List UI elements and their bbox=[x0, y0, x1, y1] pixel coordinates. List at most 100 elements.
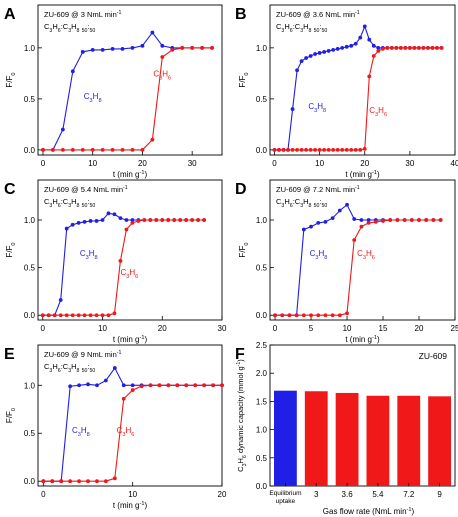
data-point-c3h6 bbox=[80, 147, 85, 152]
x-tick-label: 3.6 bbox=[342, 490, 354, 499]
data-point-c3h6 bbox=[381, 219, 385, 223]
y-tick-label: 0.0 bbox=[256, 146, 268, 155]
series-line-c3h6 bbox=[42, 219, 205, 316]
series-label-c3h6: C3H6 bbox=[120, 268, 138, 280]
x-tick-label: 30 bbox=[218, 324, 227, 333]
feed-composition-label: C3H6:C3H8 50:50 bbox=[276, 22, 327, 34]
panel-letter: F bbox=[235, 346, 245, 363]
data-point-c3h6 bbox=[395, 218, 400, 222]
chart-title: ZU-609 bbox=[419, 351, 448, 361]
data-point-c3h6 bbox=[417, 45, 421, 50]
data-point-c3h6 bbox=[376, 49, 381, 53]
series-label-c3h8: C3H8 bbox=[80, 249, 98, 261]
data-point-c3h6 bbox=[385, 45, 390, 50]
series-label-c3h6: C3H6 bbox=[369, 106, 387, 118]
data-point-c3h8 bbox=[308, 54, 313, 58]
data-point-c3h6 bbox=[175, 383, 180, 388]
data-point-c3h8 bbox=[150, 30, 155, 35]
x-axis-label: t (min g-1) bbox=[345, 170, 380, 179]
data-point-c3h6 bbox=[287, 313, 292, 318]
data-point-c3h6 bbox=[330, 313, 335, 318]
data-point-c3h6 bbox=[140, 147, 145, 152]
data-point-c3h8 bbox=[344, 44, 349, 49]
series-label-c3h8: C3H8 bbox=[310, 249, 328, 261]
data-point-c3h6 bbox=[103, 479, 108, 484]
data-point-c3h6 bbox=[170, 47, 175, 52]
x-tick-label: 0 bbox=[273, 324, 278, 333]
series-line-c3h8 bbox=[274, 24, 442, 151]
data-point-c3h8 bbox=[124, 218, 129, 222]
data-point-c3h6 bbox=[273, 313, 277, 318]
data-point-c3h8 bbox=[299, 59, 304, 64]
data-point-c3h8 bbox=[77, 383, 81, 388]
data-point-c3h6 bbox=[160, 218, 165, 222]
chart-title: ZU-609 @ 9 NmL min-1 bbox=[44, 350, 122, 359]
data-point-c3h6 bbox=[362, 146, 367, 151]
data-point-c3h6 bbox=[193, 383, 198, 388]
data-point-c3h6 bbox=[41, 147, 45, 152]
data-point-c3h8 bbox=[112, 212, 117, 217]
data-point-c3h6 bbox=[130, 220, 135, 225]
data-point-c3h6 bbox=[340, 147, 345, 152]
y-tick-label: 2.5 bbox=[256, 341, 268, 350]
x-tick-label: 30 bbox=[405, 159, 414, 168]
data-point-c3h6 bbox=[358, 147, 363, 152]
y-tick-label: 0.5 bbox=[24, 95, 36, 104]
x-tick-label: 15 bbox=[379, 324, 388, 333]
x-tick-label: 10 bbox=[98, 324, 107, 333]
data-point-c3h8 bbox=[103, 378, 108, 383]
x-tick-label: 20 bbox=[158, 324, 167, 333]
data-point-c3h8 bbox=[290, 107, 295, 111]
panel-letter: C bbox=[4, 181, 16, 198]
data-point-c3h8 bbox=[367, 37, 372, 42]
data-point-c3h6 bbox=[130, 147, 135, 152]
data-point-c3h6 bbox=[100, 147, 105, 152]
data-point-c3h8 bbox=[110, 46, 115, 51]
data-point-c3h8 bbox=[121, 383, 126, 388]
series-line-c3h8 bbox=[43, 31, 213, 151]
data-point-c3h6 bbox=[59, 479, 64, 484]
data-point-c3h6 bbox=[367, 74, 372, 79]
x-tick-label: 10 bbox=[88, 159, 97, 168]
x-tick-label: uptake bbox=[276, 498, 296, 505]
panel-c: C 0.0 0.5 1.0 0 10 20 30 t (min g-1) F/F0 ZU-609 @… bbox=[4, 179, 227, 344]
data-point-c3h6 bbox=[394, 45, 399, 50]
data-point-c3h8 bbox=[352, 217, 357, 221]
panel-letter: D bbox=[235, 181, 247, 198]
data-point-c3h6 bbox=[281, 147, 286, 152]
x-tick-label: 3 bbox=[314, 490, 319, 499]
y-axis-label: F/F0 bbox=[238, 242, 250, 257]
data-point-c3h6 bbox=[277, 147, 281, 152]
x-axis-label: t (min g-1) bbox=[345, 335, 380, 344]
y-tick-label: 0.0 bbox=[256, 311, 268, 320]
data-point-c3h6 bbox=[157, 383, 162, 388]
data-point-c3h8 bbox=[82, 220, 87, 224]
series-label-c3h8: C3H8 bbox=[308, 102, 326, 114]
y-tick-label: 0.5 bbox=[256, 95, 268, 104]
data-point-c3h6 bbox=[46, 313, 51, 318]
bar-flow-3 bbox=[304, 391, 328, 486]
data-point-c3h6 bbox=[121, 396, 126, 401]
x-tick-label: 10 bbox=[343, 324, 352, 333]
data-point-c3h6 bbox=[290, 147, 295, 152]
x-axis-label: t (min g-1) bbox=[113, 335, 148, 344]
data-point-c3h8 bbox=[88, 219, 93, 223]
data-point-c3h8 bbox=[68, 384, 73, 389]
data-point-c3h6 bbox=[58, 313, 63, 318]
y-tick-label: 0.5 bbox=[256, 264, 268, 273]
data-point-c3h8 bbox=[358, 35, 363, 40]
data-point-c3h6 bbox=[352, 238, 357, 242]
x-tick-label: 5.4 bbox=[372, 490, 384, 499]
data-point-c3h6 bbox=[172, 218, 177, 222]
data-point-c3h8 bbox=[70, 222, 75, 227]
data-point-c3h8 bbox=[106, 211, 111, 216]
x-tick-label: 0 bbox=[41, 490, 46, 499]
data-point-c3h6 bbox=[421, 45, 426, 50]
data-point-c3h8 bbox=[366, 218, 371, 222]
feed-composition-label: C3H6:C3H8 50:50 bbox=[44, 362, 95, 374]
data-point-c3h6 bbox=[286, 147, 290, 152]
data-point-c3h6 bbox=[326, 147, 331, 152]
data-point-c3h6 bbox=[280, 313, 285, 318]
y-tick-label: 1.0 bbox=[256, 426, 268, 435]
